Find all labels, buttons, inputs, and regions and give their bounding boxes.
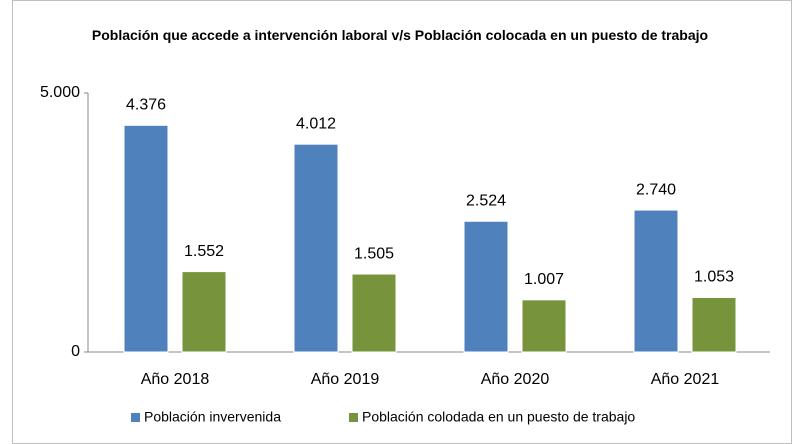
value-label: 1.505	[354, 245, 394, 262]
chart-title: Población que accede a intervención labo…	[91, 27, 709, 43]
bar	[463, 220, 509, 353]
x-tick-label: Año 2021	[651, 371, 720, 388]
bar	[351, 273, 397, 353]
bar	[123, 124, 169, 353]
bar	[691, 296, 737, 353]
value-label: 2.740	[636, 181, 676, 198]
bar	[181, 271, 227, 353]
y-tick-label: 5.000	[40, 84, 80, 101]
x-tick-label: Año 2018	[141, 371, 210, 388]
legend-label: Población colodada en un puesto de traba…	[362, 409, 635, 425]
value-label: 1.007	[524, 271, 564, 288]
legend-swatch	[349, 413, 358, 422]
value-label: 4.012	[296, 115, 336, 132]
bar	[293, 143, 339, 353]
bar	[633, 209, 679, 353]
x-tick-label: Año 2020	[481, 371, 550, 388]
bar	[521, 299, 567, 353]
x-tick-label: Año 2019	[311, 371, 380, 388]
y-tick-label: 0	[71, 343, 80, 360]
value-label: 1.053	[694, 269, 734, 286]
value-label: 4.376	[126, 97, 166, 114]
legend-swatch	[131, 413, 140, 422]
legend-label: Población invervenida	[144, 409, 281, 425]
value-label: 2.524	[466, 192, 506, 209]
value-label: 1.552	[184, 243, 224, 260]
